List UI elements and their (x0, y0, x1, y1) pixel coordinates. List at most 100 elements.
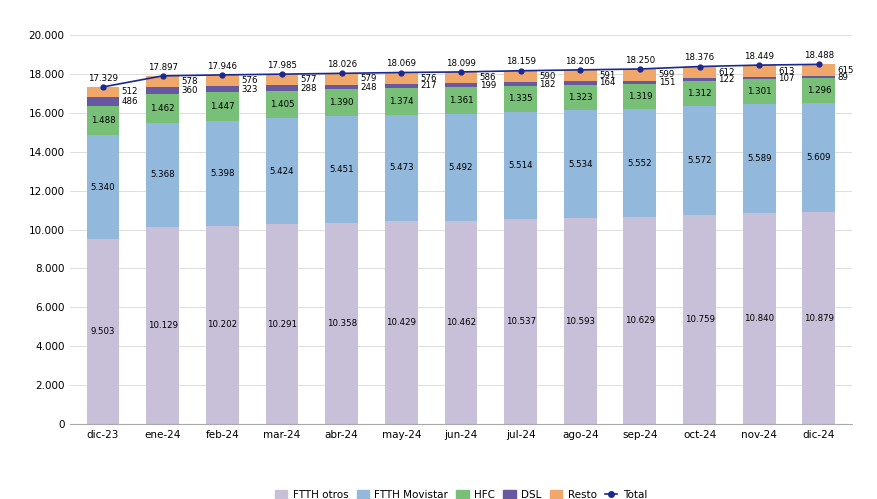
Text: 1.462: 1.462 (150, 104, 175, 113)
Bar (206, 75, 239, 86)
Text: 1.312: 1.312 (687, 89, 711, 98)
Text: 1.301: 1.301 (746, 87, 771, 96)
Bar (503, 82, 537, 86)
Bar (563, 81, 596, 84)
Bar (742, 77, 774, 79)
Bar (802, 103, 834, 213)
Text: 576: 576 (241, 76, 257, 85)
Bar (265, 91, 298, 118)
Text: 5.572: 5.572 (687, 156, 711, 165)
Bar (146, 227, 179, 424)
Bar (623, 109, 655, 217)
Bar (444, 72, 477, 83)
Text: 1.447: 1.447 (210, 102, 234, 111)
Text: 107: 107 (777, 73, 794, 82)
Text: 18.159: 18.159 (505, 57, 535, 66)
Text: 288: 288 (301, 84, 317, 93)
Bar (682, 81, 715, 106)
Text: 10.462: 10.462 (446, 318, 475, 327)
Text: 5.451: 5.451 (329, 165, 353, 174)
Text: 1.488: 1.488 (90, 116, 115, 125)
Text: 1.361: 1.361 (448, 96, 473, 105)
Text: 586: 586 (479, 73, 496, 82)
Text: 1.319: 1.319 (627, 92, 652, 101)
Bar (623, 81, 655, 83)
Text: 17.897: 17.897 (147, 62, 177, 71)
Text: 9.503: 9.503 (90, 327, 115, 336)
Text: 5.368: 5.368 (150, 170, 175, 179)
Text: 5.492: 5.492 (448, 163, 473, 172)
Bar (742, 213, 774, 424)
Bar (682, 215, 715, 424)
Bar (444, 83, 477, 87)
Bar (87, 97, 119, 106)
Bar (802, 76, 834, 78)
Text: 615: 615 (837, 66, 853, 75)
Bar (324, 89, 358, 116)
Text: 18.069: 18.069 (386, 59, 416, 68)
Bar (623, 83, 655, 109)
Bar (742, 104, 774, 213)
Text: 17.946: 17.946 (207, 61, 237, 71)
Text: 5.398: 5.398 (210, 169, 234, 178)
Text: 5.473: 5.473 (389, 164, 413, 173)
Text: 1.323: 1.323 (567, 93, 592, 102)
Text: 5.514: 5.514 (508, 161, 532, 170)
Bar (802, 78, 834, 103)
Text: 5.589: 5.589 (746, 154, 771, 163)
Text: 1.335: 1.335 (508, 94, 532, 103)
Text: 1.374: 1.374 (389, 97, 413, 106)
Text: 18.026: 18.026 (326, 60, 356, 69)
Bar (563, 110, 596, 218)
Bar (682, 106, 715, 215)
Bar (146, 94, 179, 123)
Bar (802, 64, 834, 76)
Text: 18.488: 18.488 (802, 51, 833, 60)
Text: 5.609: 5.609 (806, 153, 831, 162)
Text: 10.129: 10.129 (147, 321, 177, 330)
Bar (265, 85, 298, 91)
Text: 18.099: 18.099 (446, 59, 475, 68)
Text: 5.534: 5.534 (567, 160, 592, 169)
Bar (324, 73, 358, 85)
Text: 612: 612 (717, 68, 734, 77)
Text: 599: 599 (658, 70, 674, 79)
Bar (444, 114, 477, 221)
Bar (503, 86, 537, 112)
Text: 18.449: 18.449 (744, 52, 774, 61)
Bar (146, 76, 179, 87)
Bar (265, 74, 298, 85)
Text: 151: 151 (658, 78, 674, 87)
Bar (444, 221, 477, 424)
Text: 18.250: 18.250 (624, 56, 654, 65)
Bar (324, 116, 358, 223)
Bar (87, 87, 119, 97)
Text: 590: 590 (538, 72, 555, 81)
Text: 1.390: 1.390 (329, 98, 353, 107)
Text: 10.429: 10.429 (386, 318, 416, 327)
Bar (87, 239, 119, 424)
Text: 18.376: 18.376 (684, 53, 714, 62)
Text: 486: 486 (122, 97, 139, 106)
Bar (444, 87, 477, 114)
Text: 360: 360 (182, 86, 197, 95)
Bar (87, 106, 119, 135)
Bar (563, 70, 596, 81)
Text: 248: 248 (360, 82, 376, 91)
Bar (623, 217, 655, 424)
Text: 10.840: 10.840 (744, 314, 774, 323)
Bar (503, 219, 537, 424)
Bar (384, 72, 417, 84)
Text: 10.202: 10.202 (207, 320, 237, 329)
Text: 217: 217 (419, 81, 436, 90)
Text: 89: 89 (837, 73, 847, 82)
Bar (623, 69, 655, 81)
Bar (384, 115, 417, 221)
Bar (563, 218, 596, 424)
Text: 164: 164 (598, 78, 615, 87)
Text: 512: 512 (122, 87, 139, 96)
Bar (384, 221, 417, 424)
Bar (503, 71, 537, 82)
Bar (503, 112, 537, 219)
Bar (384, 84, 417, 88)
